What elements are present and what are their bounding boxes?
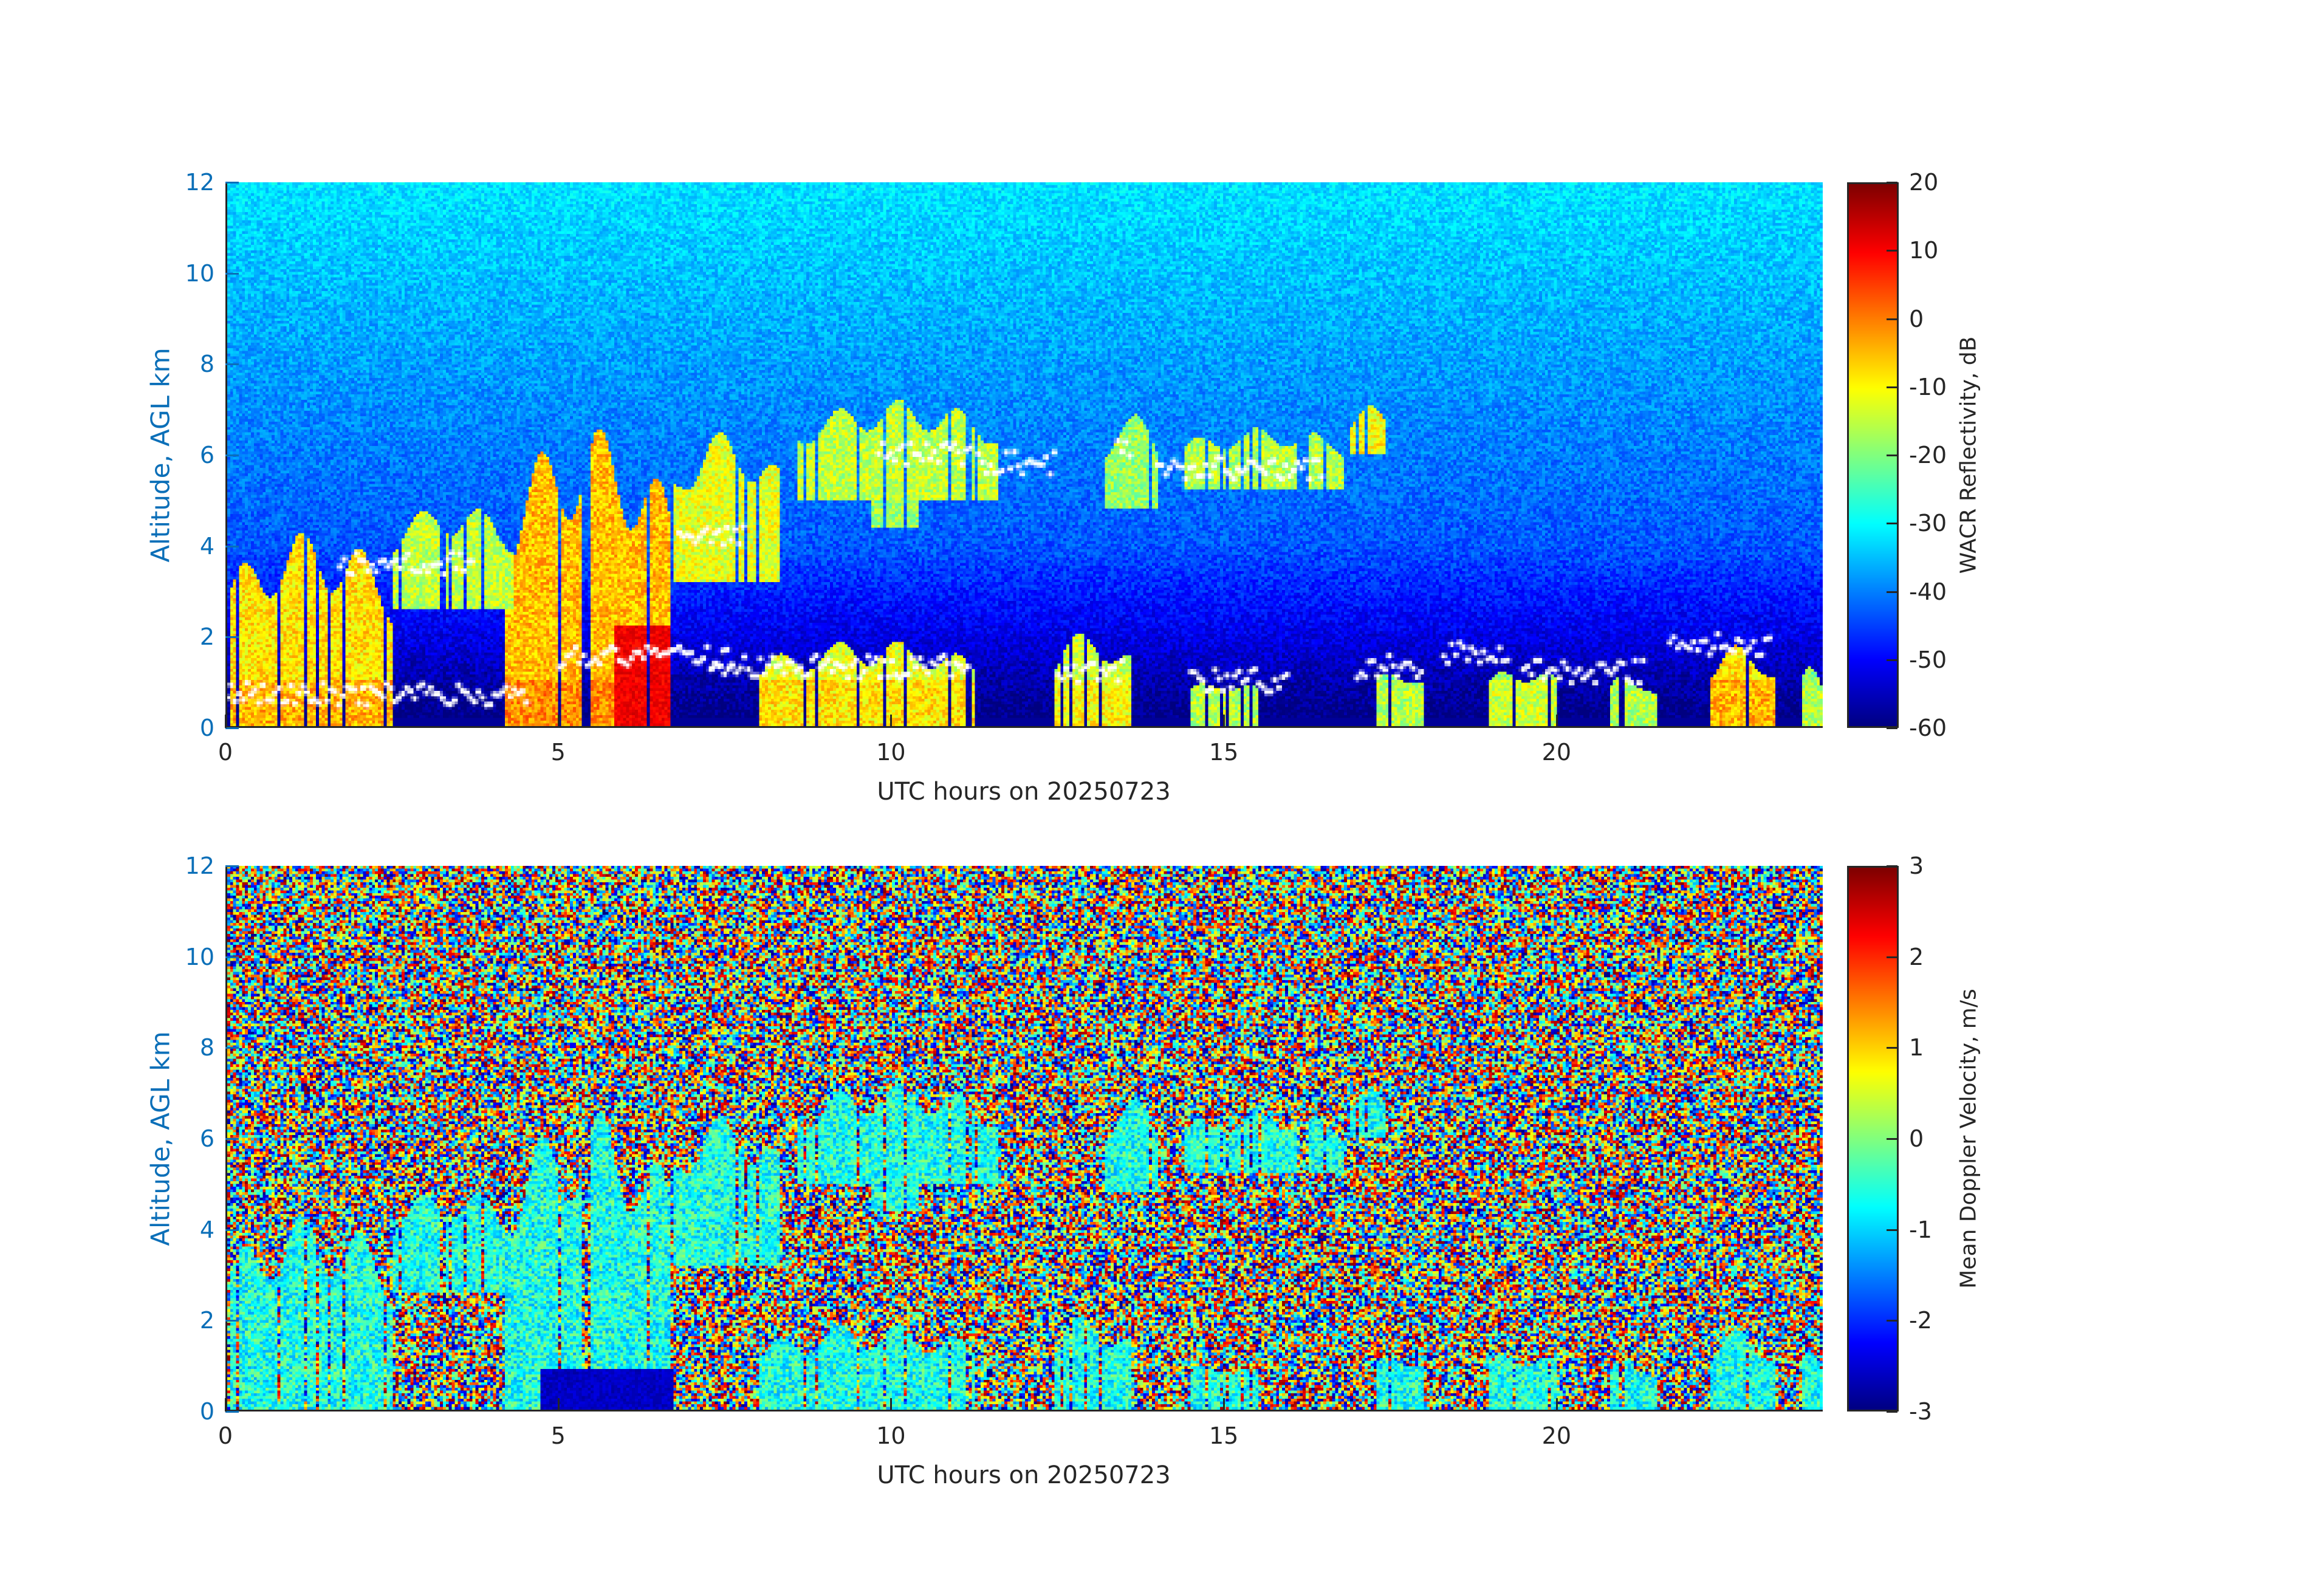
x-tick-mark [890,1398,893,1411]
y-tick-mark [225,454,239,456]
colorbar-tick-mark [1887,182,1897,184]
y-tick-label: 4 [199,1216,214,1243]
colorbar-tick-label: -60 [1909,715,1947,741]
y-tick-label: 0 [199,715,214,741]
x-tick-mark [557,715,560,728]
x-tick-label: 5 [550,1422,566,1449]
y-tick-label: 8 [199,1034,214,1062]
x-tick-label: 0 [218,1422,233,1449]
x-tick-mark [890,715,893,728]
colorbar-label-top: WACR Reflectivity, dB [1956,336,1981,574]
x-tick-mark [1555,715,1558,728]
x-tick-label: 5 [550,739,566,766]
colorbar-tick-mark [1887,523,1897,525]
y-tick-mark [225,272,239,275]
y-tick-label: 10 [185,943,214,970]
y-tick-mark [225,1411,239,1413]
y-tick-label: 4 [199,532,214,560]
colorbar-tick-mark [1887,250,1897,252]
doppler-velocity-heatmap [227,866,1823,1410]
y-tick-mark [225,1047,239,1049]
colorbar-tick-label: 10 [1909,237,1939,264]
y-tick-label: 8 [199,351,214,378]
colorbar-tick-mark [1887,1320,1897,1322]
y-tick-label: 0 [199,1398,214,1425]
colorbar-tick-label: -20 [1909,442,1947,468]
x-tick-label: 15 [1208,1422,1239,1449]
colorbar-tick-label: 20 [1909,169,1939,196]
colorbar-tick-label: -10 [1909,373,1947,400]
y-axis-label-top: Altitude, AGL km [145,348,176,563]
colorbar-tick-label: -2 [1909,1307,1932,1334]
colorbar-tick-mark [1887,727,1897,729]
colorbar-tick-mark [1887,1229,1897,1231]
x-tick-mark [225,1398,227,1411]
colorbar-tick-label: -50 [1909,646,1947,673]
y-tick-label: 2 [199,1307,214,1334]
y-tick-label: 12 [185,852,214,879]
x-tick-mark [1223,1398,1225,1411]
colorbar-tick-label: 2 [1909,943,1924,970]
x-tick-mark [225,715,227,728]
colorbar-label-bottom: Mean Doppler Velocity, m/s [1956,989,1981,1289]
x-tick-mark [1223,715,1225,728]
y-tick-label: 2 [199,623,214,651]
colorbar-tick-mark [1887,1047,1897,1049]
reflectivity-plot [225,182,1823,728]
x-tick-label: 10 [876,1422,906,1449]
colorbar-tick-mark [1887,386,1897,388]
x-tick-mark [1555,1398,1558,1411]
colorbar-tick-mark [1887,1138,1897,1140]
y-tick-mark [225,1229,239,1231]
x-tick-label: 10 [876,739,906,766]
y-tick-label: 6 [199,442,214,468]
colorbar-tick-label: 0 [1909,1125,1924,1152]
colorbar-tick-mark [1887,454,1897,456]
colorbar-tick-label: -30 [1909,510,1947,537]
y-tick-label: 12 [185,169,214,196]
colorbar-tick-label: -3 [1909,1398,1932,1425]
colorbar-tick-mark [1887,659,1897,661]
x-axis-label-bottom: UTC hours on 20250723 [877,1461,1171,1489]
y-tick-mark [225,363,239,366]
colorbar-tick-mark [1887,1411,1897,1413]
doppler-velocity-plot [225,866,1823,1411]
x-tick-mark [557,1398,560,1411]
x-tick-label: 20 [1541,739,1572,766]
x-tick-label: 15 [1208,739,1239,766]
colorbar-tick-label: -1 [1909,1216,1932,1243]
y-tick-mark [225,545,239,547]
y-tick-mark [225,182,239,184]
y-tick-mark [225,636,239,639]
colorbar-tick-label: 0 [1909,305,1924,332]
y-axis-label-bottom: Altitude, AGL km [145,1031,176,1246]
x-tick-label: 20 [1541,1422,1572,1449]
y-tick-mark [225,1320,239,1322]
colorbar-tick-label: -40 [1909,578,1947,605]
colorbar-tick-mark [1887,865,1897,867]
colorbar-tick-label: 3 [1909,852,1924,879]
reflectivity-heatmap [227,182,1823,726]
colorbar-tick-mark [1887,956,1897,958]
x-tick-label: 0 [218,739,233,766]
colorbar-tick-mark [1887,591,1897,593]
y-tick-mark [225,727,239,729]
colorbar-tick-label: 1 [1909,1034,1924,1062]
x-axis-label-top: UTC hours on 20250723 [877,778,1171,806]
y-tick-label: 6 [199,1125,214,1152]
y-tick-mark [225,956,239,958]
colorbar-tick-mark [1887,318,1897,320]
y-tick-mark [225,1138,239,1140]
y-tick-mark [225,865,239,867]
y-tick-label: 10 [185,259,214,287]
